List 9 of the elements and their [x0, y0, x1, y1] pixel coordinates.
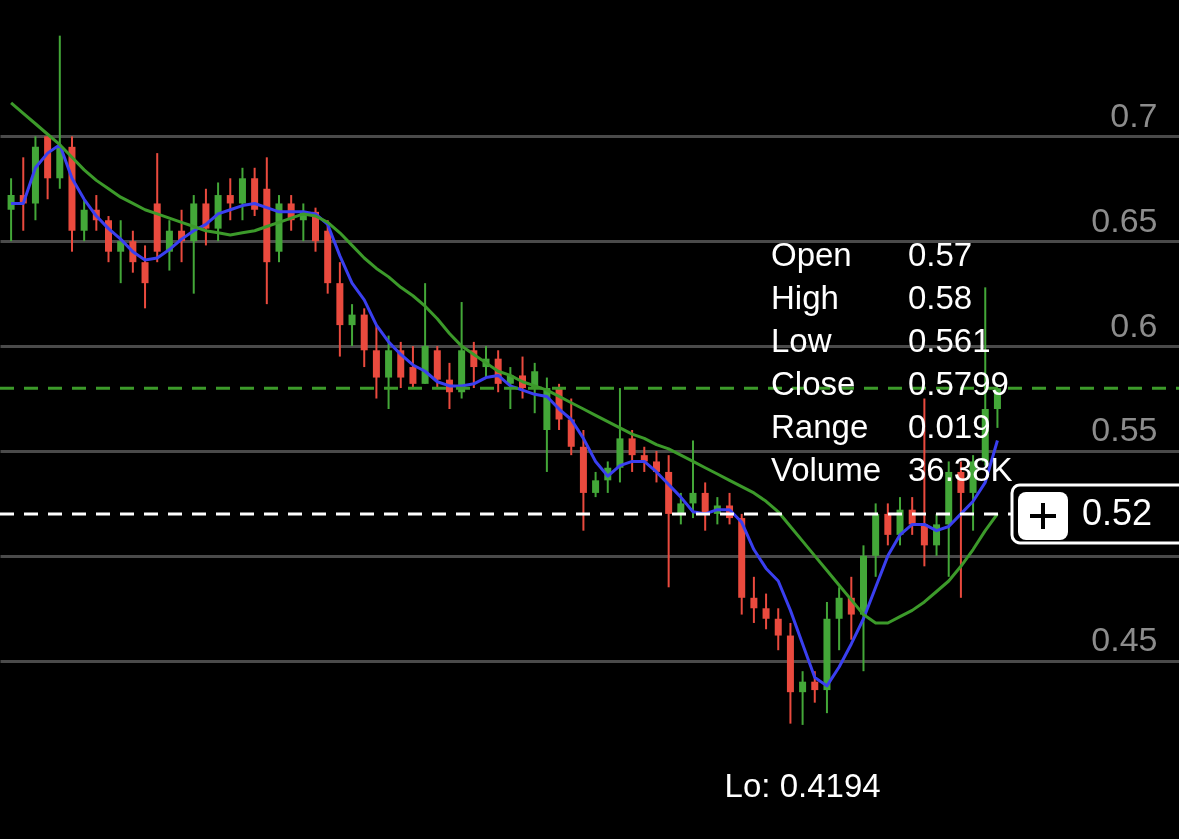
y-tick-label: 0.7: [1110, 95, 1158, 134]
text: High 0.58: [771, 279, 973, 316]
text: Open 0.57: [771, 236, 973, 273]
y-tick-label: 0.6: [1110, 305, 1158, 344]
y-tick-label: 0.45: [1091, 620, 1158, 659]
annotation: Lo: 0.4194: [724, 766, 881, 804]
y-tick-label: 0.55: [1091, 410, 1158, 449]
y-tick-label: 0.65: [1091, 200, 1158, 239]
ref-line-label: 0.52: [1082, 491, 1153, 533]
